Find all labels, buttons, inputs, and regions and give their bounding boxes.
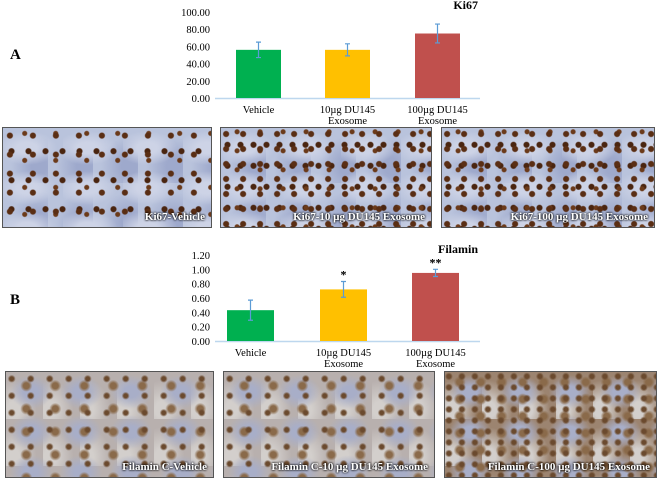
- bar: [320, 289, 367, 341]
- x-tick-label: Vehicle: [235, 348, 267, 359]
- ki67-100ug-image: Ki67-100 µg DU145 Exosome: [441, 127, 655, 228]
- x-tick-label: 10µg DU145: [320, 105, 375, 116]
- error-bar: [435, 23, 440, 44]
- error-bar: [248, 299, 253, 321]
- x-tick-label: Exosome: [324, 359, 363, 370]
- filamin-vehicle-image: Filamin C-Vehicle: [5, 371, 214, 478]
- panel-label-b: B: [10, 292, 21, 308]
- x-tick-label: Vehicle: [243, 105, 275, 116]
- y-tick-label: 0.40: [192, 308, 210, 319]
- error-bar: [256, 41, 261, 59]
- y-tick-label: 0.00: [192, 94, 210, 105]
- chart-title: Ki67: [453, 0, 478, 12]
- x-tick-label: Exosome: [416, 359, 455, 370]
- significance-marker: **: [430, 255, 442, 269]
- y-tick-label: 1.00: [192, 265, 210, 276]
- image-caption: Ki67-10 µg DU145 Exosome: [293, 211, 425, 223]
- ki67-10ug-image: Ki67-10 µg DU145 Exosome: [220, 127, 432, 228]
- image-caption: Ki67-100 µg DU145 Exosome: [510, 211, 648, 223]
- x-tick-label: 100µg DU145: [405, 348, 466, 359]
- filamin-bar-chart: Filamin 0.00 0.20 0.40 0.60 0.80 1.00 1.20 Vehic…: [192, 242, 480, 370]
- ki67-vehicle-image: Ki67-Vehicle: [2, 127, 212, 228]
- y-tick-label: 60.00: [186, 42, 210, 53]
- image-caption: Filamin C-10 µg DU145 Exosome: [271, 461, 428, 473]
- error-bar: [341, 280, 346, 298]
- ki67-bar-chart: Ki67 0.00 20.00 40.00 60.00 80.00 100.00 Vehicl…: [181, 0, 480, 125]
- y-tick-label: 0.20: [192, 323, 210, 334]
- y-tick-label: 80.00: [186, 25, 210, 36]
- x-tick-label: Exosome: [328, 116, 367, 125]
- chart-title: Filamin: [438, 242, 478, 256]
- y-tick-label: 0.80: [192, 280, 210, 291]
- image-caption: Ki67-Vehicle: [144, 211, 205, 223]
- filamin-10ug-image: Filamin C-10 µg DU145 Exosome: [223, 371, 435, 478]
- image-caption: Filamin C-100 µg DU145 Exosome: [487, 461, 650, 473]
- y-tick-label: 0.00: [192, 337, 210, 348]
- image-caption: Filamin C-Vehicle: [122, 461, 207, 473]
- bar: [415, 33, 460, 98]
- y-tick-label: 100.00: [181, 8, 210, 19]
- x-tick-label: 100µg DU145: [407, 105, 468, 116]
- y-tick-label: 1.20: [192, 251, 210, 262]
- x-tick-label: 10µg DU145: [316, 348, 371, 359]
- bar: [325, 49, 370, 98]
- y-tick-label: 20.00: [186, 77, 210, 88]
- error-bar: [345, 43, 350, 57]
- error-bar: [433, 268, 438, 278]
- panel-label-a: A: [10, 47, 21, 63]
- x-tick-label: Exosome: [418, 116, 457, 125]
- bar: [412, 272, 459, 341]
- y-tick-label: 0.60: [192, 294, 210, 305]
- filamin-100ug-image: Filamin C-100 µg DU145 Exosome: [444, 371, 657, 478]
- significance-marker: *: [341, 268, 347, 282]
- y-tick-label: 40.00: [186, 60, 210, 71]
